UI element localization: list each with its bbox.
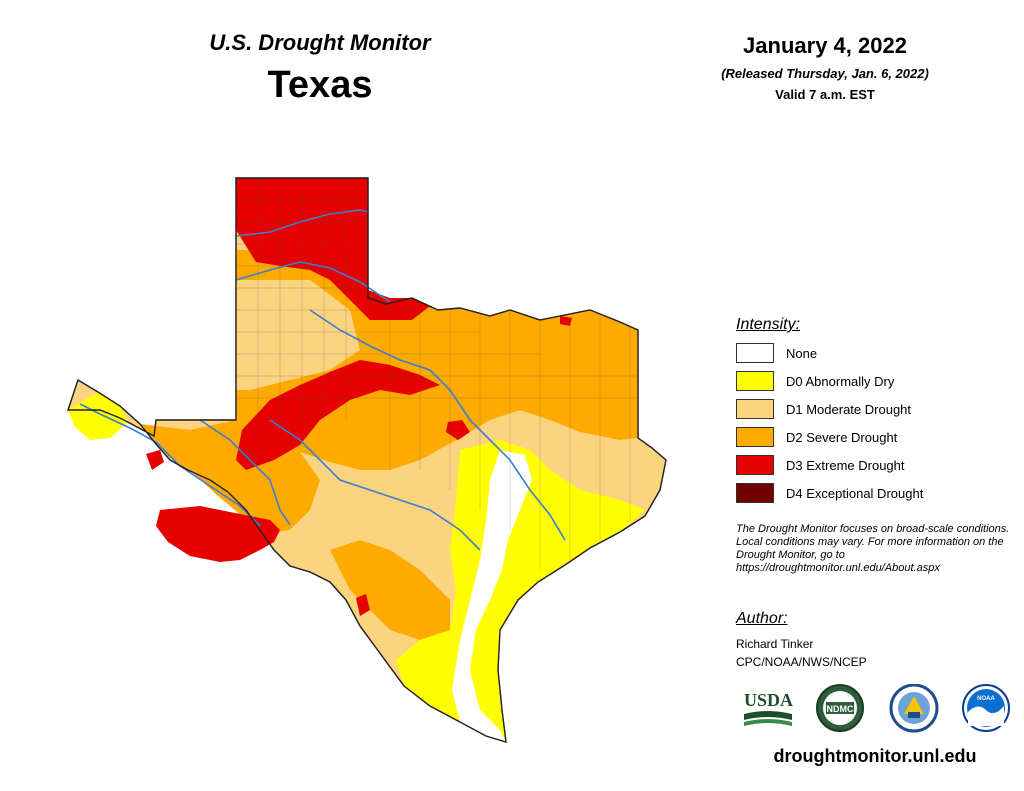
legend-item-none: None	[736, 342, 817, 364]
legend-label: D1 Moderate Drought	[786, 401, 912, 417]
d3-region-small-west	[146, 450, 164, 470]
d1-region-east	[530, 430, 660, 500]
river-brazos	[309, 309, 566, 541]
river-rio-grande	[79, 403, 261, 527]
valid-time: Valid 7 a.m. EST	[775, 87, 875, 102]
monitor-title: U.S. Drought Monitor	[209, 30, 431, 55]
none-region-central-texas	[452, 450, 532, 742]
commerce-seal-logo	[889, 684, 939, 733]
release-date: (Released Thursday, Jan. 6, 2022)	[721, 66, 929, 81]
legend-item-d3: D3 Extreme Drought	[736, 454, 905, 476]
d3-region-small-northeast	[560, 316, 572, 326]
author-organization: CPC/NOAA/NWS/NCEP	[736, 655, 867, 669]
legend-label: D0 Abnormally Dry	[786, 373, 895, 389]
ndmc-logo-text: NDMC	[827, 704, 854, 714]
d0-region-far-west	[68, 392, 128, 440]
noaa-logo: NOAA	[962, 684, 1010, 732]
d3-region-panhandle	[236, 178, 430, 320]
state-title: Texas	[267, 64, 373, 106]
author-name: Richard Tinker	[736, 637, 814, 651]
map-date: January 4, 2022	[743, 33, 907, 58]
usda-logo: USDA	[744, 690, 793, 726]
ndmc-logo: NDMC	[816, 684, 864, 732]
river-red	[235, 261, 391, 303]
legend-swatch	[736, 399, 774, 419]
legend-label: None	[786, 345, 818, 361]
legend-swatch	[736, 343, 774, 363]
d3-region-small-south	[356, 594, 370, 616]
usda-logo-text: USDA	[744, 690, 793, 710]
legend-swatch	[736, 371, 774, 391]
legend-label: D3 Extreme Drought	[786, 457, 905, 473]
partner-logos: USDA NDMC NOAA	[744, 684, 1010, 733]
legend-label: D2 Severe Drought	[786, 429, 898, 445]
noaa-logo-text: NOAA	[977, 696, 995, 702]
website-url[interactable]: droughtmonitor.unl.edu	[773, 746, 977, 766]
d1-region-panhandle	[236, 280, 360, 390]
d3-region-small-central	[446, 420, 470, 440]
legend-item-d4: D4 Exceptional Drought	[736, 482, 923, 504]
legend-item-d2: D2 Severe Drought	[736, 426, 897, 448]
river-colorado	[269, 419, 481, 551]
county-lines	[236, 178, 638, 570]
author-heading: Author:	[736, 610, 788, 627]
river-canadian	[235, 209, 369, 237]
legend-title: Intensity:	[736, 316, 801, 333]
legend-swatch	[736, 483, 774, 503]
legend-swatch	[736, 455, 774, 475]
d2-region-central	[330, 540, 450, 640]
legend-swatch	[736, 427, 774, 447]
texas-drought-map	[67, 177, 667, 743]
legend-label: D4 Exceptional Drought	[786, 485, 924, 501]
state-border	[67, 177, 667, 743]
legend-item-d1: D1 Moderate Drought	[736, 398, 911, 420]
river-pecos	[199, 419, 291, 526]
d3-region-rolling-plains	[236, 360, 440, 470]
legend-item-d0: D0 Abnormally Dry	[736, 370, 894, 392]
disclaimer-note: The Drought Monitor focuses on broad-sca…	[736, 523, 1010, 574]
d3-region-big-bend	[156, 506, 280, 562]
